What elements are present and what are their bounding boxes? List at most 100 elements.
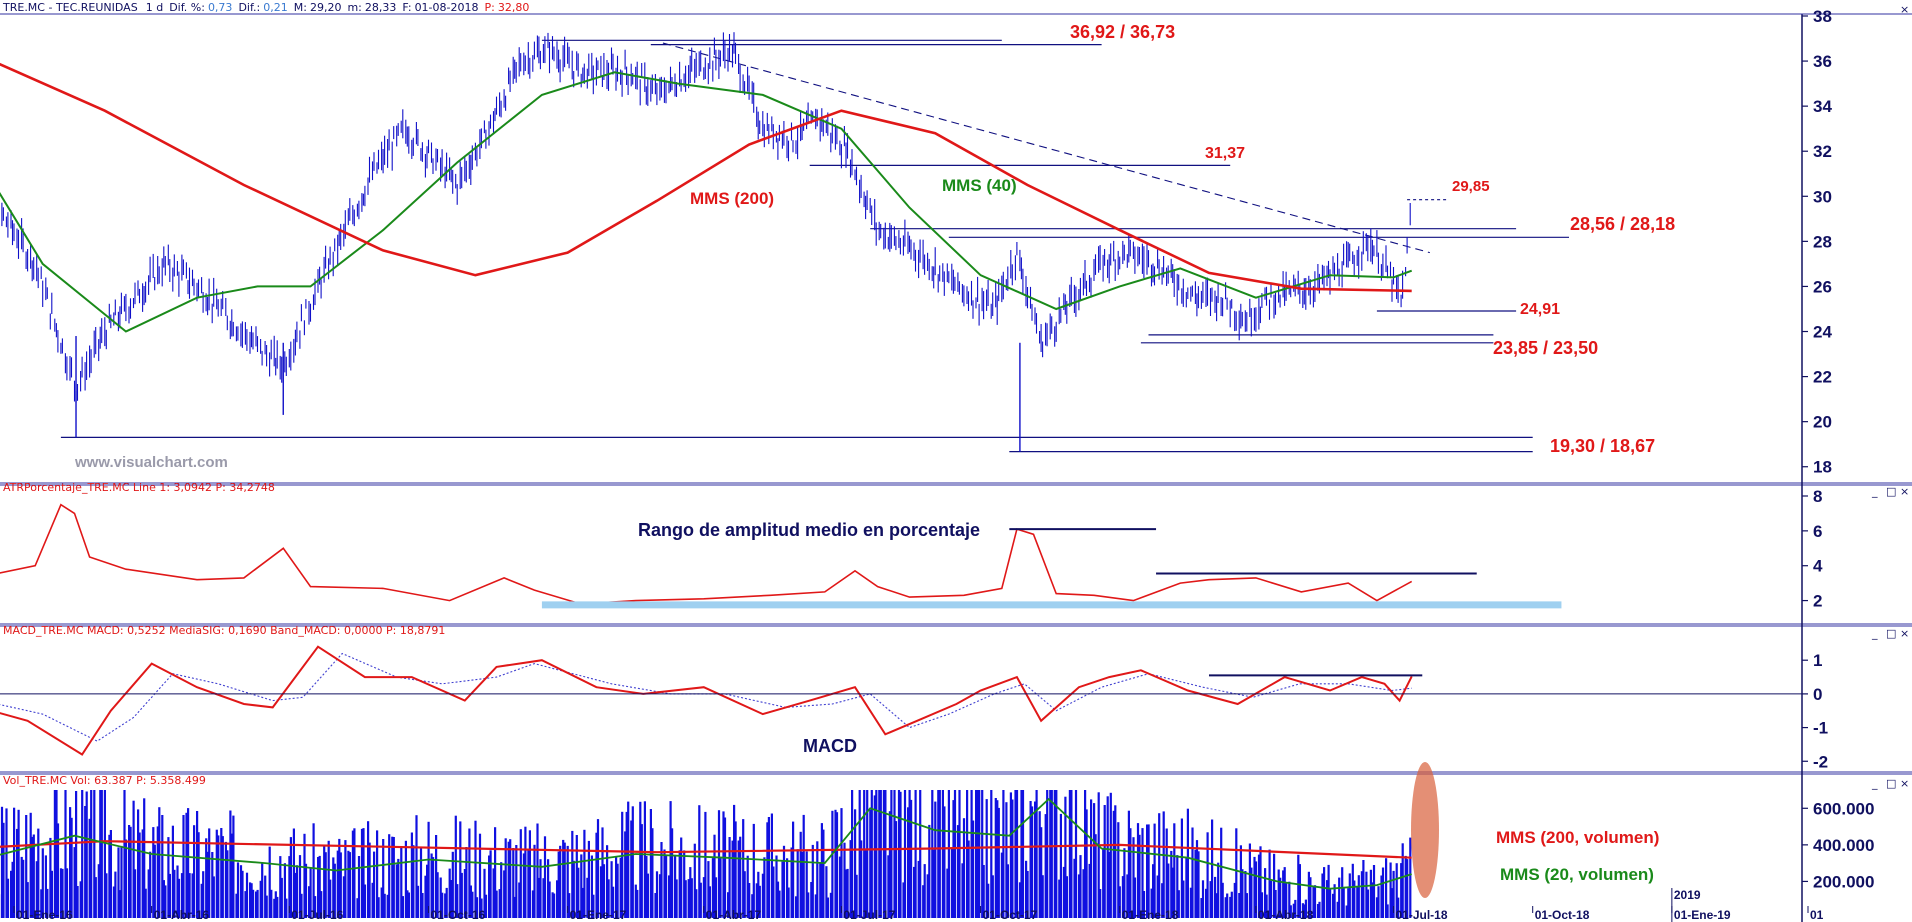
- volume-bar: [1253, 856, 1256, 918]
- y-tick-label: -1: [1813, 719, 1828, 738]
- volume-bar: [1265, 894, 1268, 918]
- volume-bar: [1074, 790, 1078, 918]
- volume-bar: [1177, 890, 1180, 918]
- volume-bar: [795, 896, 798, 918]
- volume-bar: [956, 825, 960, 918]
- volume-bar: [1050, 790, 1053, 918]
- volume-bar: [752, 823, 755, 918]
- x-tick-label: 01-Ene-16: [16, 908, 73, 922]
- volume-bar: [221, 836, 224, 918]
- volume-bar: [864, 850, 867, 918]
- atr-header: ATRPorcentaje_TRE.MC Line 1: 3,0942 P: 3…: [3, 481, 275, 494]
- volume-bar: [304, 863, 308, 918]
- y-tick-label: 28: [1813, 232, 1832, 251]
- volume-bar: [415, 815, 418, 918]
- volume-bar: [1084, 790, 1087, 918]
- volume-bar: [695, 889, 698, 918]
- volume-bar: [1264, 868, 1267, 918]
- panel-3-button-1[interactable]: □: [1886, 777, 1896, 790]
- volume-bar: [459, 821, 462, 918]
- volume-bar: [719, 858, 722, 918]
- volume-bar: [176, 865, 179, 918]
- volume-bar: [693, 843, 696, 918]
- volume-bar: [265, 895, 268, 918]
- price-candles: [1, 32, 1411, 452]
- volume-bar: [112, 886, 115, 918]
- volume-bar: [427, 821, 430, 918]
- volume-bar: [601, 827, 604, 918]
- panel-1-button-2[interactable]: ×: [1900, 485, 1909, 498]
- volume-bar: [264, 875, 267, 918]
- volume-bar: [551, 892, 554, 918]
- volume-bar: [1015, 790, 1019, 918]
- panel-window-buttons[interactable]: × _ □ × _ □ × _ □ ×: [1871, 3, 1909, 790]
- volume-bar: [226, 850, 229, 918]
- volume-bar: [503, 870, 506, 918]
- volume-highlight-ellipse: [1411, 762, 1439, 898]
- y-tick-label: 400.000: [1813, 836, 1874, 855]
- volume-bar: [519, 829, 522, 918]
- panel-2-button-1[interactable]: □: [1886, 627, 1896, 640]
- volume-bar: [483, 868, 486, 918]
- volume-bar: [776, 881, 780, 918]
- volume-bar: [424, 875, 427, 918]
- volume-bar: [522, 853, 525, 918]
- panel-3-button-2[interactable]: ×: [1900, 777, 1909, 790]
- y-tick-label: 200.000: [1813, 872, 1874, 891]
- volume-bar: [220, 828, 223, 918]
- volume-bar: [734, 821, 737, 918]
- volume-bar: [212, 876, 215, 918]
- volume-bar: [97, 864, 100, 918]
- y-tick-label: 0: [1813, 685, 1822, 704]
- y-tick-label: 26: [1813, 277, 1832, 296]
- panel-3-button-0[interactable]: _: [1871, 777, 1878, 790]
- volume-bar: [197, 832, 200, 918]
- volume-bar: [79, 881, 82, 918]
- volume-bar: [196, 811, 199, 918]
- panel-2-button-0[interactable]: _: [1871, 627, 1878, 640]
- volume-bar: [208, 828, 211, 918]
- panel-0-button-2[interactable]: ×: [1900, 3, 1909, 16]
- volume-bar: [845, 869, 848, 918]
- volume-bar: [1285, 883, 1288, 918]
- panel-1-button-1[interactable]: □: [1886, 485, 1896, 498]
- x-tick-label: 01-Jul-17: [843, 908, 895, 922]
- volume-bar: [261, 862, 264, 918]
- panel-1-button-0[interactable]: _: [1871, 485, 1878, 498]
- volume-bar: [966, 790, 969, 918]
- volume-bar: [397, 858, 400, 918]
- volume-bar: [323, 846, 326, 918]
- volume-bar: [285, 898, 288, 918]
- volume-bar: [1297, 854, 1300, 918]
- price-header: TRE.MC - TEC.REUNIDAS 1 d Dif. %: 0,73 Dif.:…: [2, 1, 529, 14]
- volume-bar: [88, 818, 91, 918]
- volume-bar: [1235, 828, 1238, 918]
- volume-bar: [232, 815, 235, 918]
- volume-bar: [606, 845, 609, 918]
- volume-bar: [161, 815, 164, 918]
- volume-bar: [1127, 810, 1130, 918]
- x-tick-label: 01-Abr-17: [706, 908, 762, 922]
- volume-bar: [31, 836, 34, 918]
- volume-bar: [941, 790, 944, 918]
- volume-bar: [76, 886, 79, 918]
- label-mms200: MMS (200): [690, 189, 774, 208]
- y-tick-label: 600.000: [1813, 799, 1874, 818]
- volume-bar: [1348, 873, 1351, 918]
- volume-bar: [557, 851, 560, 918]
- volume-bar: [144, 888, 147, 918]
- volume-bar: [581, 887, 584, 918]
- volume-bar: [200, 883, 203, 918]
- volume-bar: [416, 885, 420, 918]
- panel-2-button-2[interactable]: ×: [1900, 627, 1909, 640]
- volume-bar: [448, 868, 451, 918]
- volume-bar: [53, 790, 56, 918]
- macd-header: MACD_TRE.MC MACD: 0,5252 MediaSIG: 0,169…: [3, 624, 445, 637]
- volume-bar: [1226, 893, 1229, 918]
- volume-bar: [484, 894, 488, 918]
- x-tick-label: 01-Ene-18: [1122, 908, 1179, 922]
- y-tick-label: -2: [1813, 752, 1828, 771]
- volume-bar: [362, 828, 365, 918]
- volume-bar: [1117, 822, 1120, 918]
- volume-bar: [188, 873, 191, 918]
